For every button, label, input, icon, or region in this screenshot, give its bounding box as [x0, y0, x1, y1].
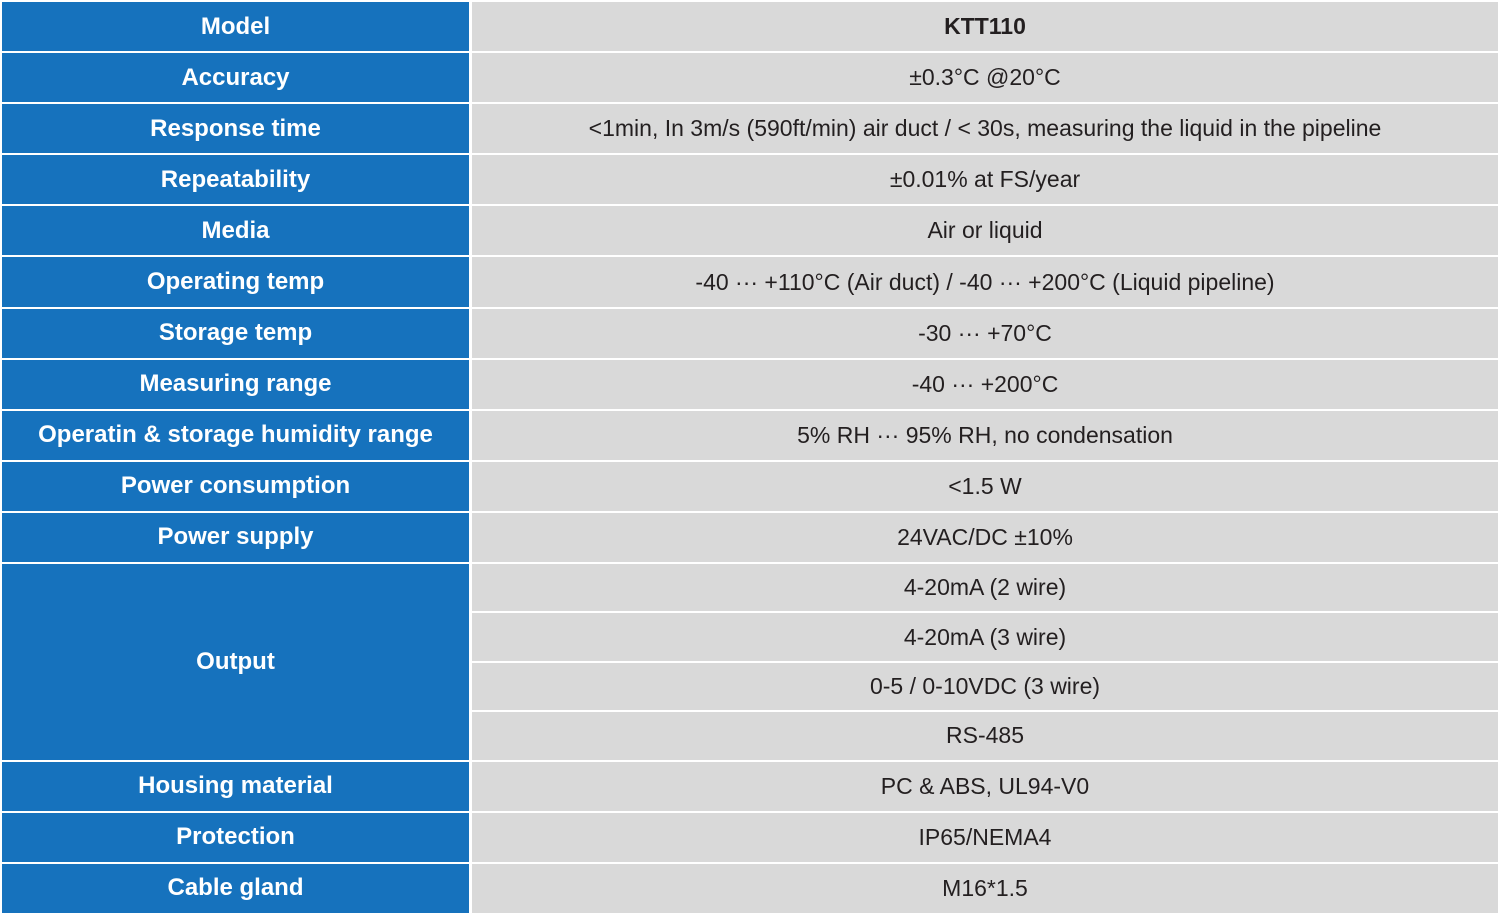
- spec-label-model: Model: [0, 0, 472, 54]
- spec-value-output: 4-20mA (2 wire): [469, 562, 1500, 614]
- spec-label: Accuracy: [0, 51, 472, 105]
- spec-row-housing-material: Housing material PC & ABS, UL94-V0: [0, 759, 1500, 813]
- spec-value: 5% RH ··· 95% RH, no condensation: [469, 408, 1500, 462]
- spec-label: Media: [0, 204, 472, 258]
- spec-row-model: Model KTT110: [0, 0, 1500, 54]
- spec-label: Measuring range: [0, 357, 472, 411]
- spec-value: 24VAC/DC ±10%: [469, 510, 1500, 565]
- spec-label: Cable gland: [0, 861, 472, 915]
- spec-label: Operatin & storage humidity range: [0, 408, 472, 462]
- spec-row-measuring-range: Measuring range -40 ··· +200°C: [0, 357, 1500, 411]
- spec-row-output: 4-20mA (3 wire): [1, 611, 1500, 663]
- spec-value: IP65/NEMA4: [469, 810, 1500, 864]
- spec-row-storage-temp: Storage temp -30 ··· +70°C: [0, 306, 1500, 360]
- spec-value: ±0.01% at FS/year: [469, 153, 1500, 207]
- spec-value: <1min, In 3m/s (590ft/min) air duct / < …: [469, 102, 1500, 156]
- spec-label: Power supply: [0, 510, 472, 565]
- spec-value-output: 0-5 / 0-10VDC (3 wire): [469, 660, 1500, 713]
- spec-value: -30 ··· +70°C: [469, 306, 1500, 360]
- spec-label: Power consumption: [0, 459, 472, 513]
- spec-row-humidity-range: Operatin & storage humidity range 5% RH …: [0, 408, 1500, 462]
- spec-value-model: KTT110: [469, 0, 1500, 54]
- spec-row-cable-gland: Cable gland M16*1.5: [0, 861, 1500, 915]
- spec-row-protection: Protection IP65/NEMA4: [0, 810, 1500, 864]
- spec-row-repeatability: Repeatability ±0.01% at FS/year: [0, 153, 1500, 207]
- spec-label: Storage temp: [0, 306, 472, 360]
- spec-value-output: RS-485: [469, 710, 1500, 762]
- spec-value-output: 4-20mA (3 wire): [469, 611, 1500, 663]
- spec-row-output: RS-485: [1, 710, 1500, 762]
- spec-label-output: Output: [0, 562, 472, 762]
- spec-value: -40 ··· +200°C: [469, 357, 1500, 411]
- spec-value: <1.5 W: [469, 459, 1500, 513]
- spec-row-power-supply: Power supply 24VAC/DC ±10%: [0, 510, 1500, 565]
- spec-label: Housing material: [0, 759, 472, 813]
- spec-value: -40 ··· +110°C (Air duct) / -40 ··· +200…: [469, 255, 1500, 309]
- spec-row-output: 0-5 / 0-10VDC (3 wire): [1, 660, 1500, 713]
- spec-label: Response time: [0, 102, 472, 156]
- spec-value: Air or liquid: [469, 204, 1500, 258]
- spec-label: Protection: [0, 810, 472, 864]
- spec-row-operating-temp: Operating temp -40 ··· +110°C (Air duct)…: [0, 255, 1500, 309]
- spec-value: ±0.3°C @20°C: [469, 51, 1500, 105]
- spec-row-output: Output 4-20mA (2 wire): [0, 562, 1500, 762]
- spec-label: Operating temp: [0, 255, 472, 309]
- spec-row-power-consumption: Power consumption <1.5 W: [0, 459, 1500, 513]
- spec-value: M16*1.5: [469, 861, 1500, 915]
- spec-row-media: Media Air or liquid: [0, 204, 1500, 258]
- spec-row-response-time: Response time <1min, In 3m/s (590ft/min)…: [0, 102, 1500, 156]
- spec-value: PC & ABS, UL94-V0: [469, 759, 1500, 813]
- spec-label: Repeatability: [0, 153, 472, 207]
- spec-row-accuracy: Accuracy ±0.3°C @20°C: [0, 51, 1500, 105]
